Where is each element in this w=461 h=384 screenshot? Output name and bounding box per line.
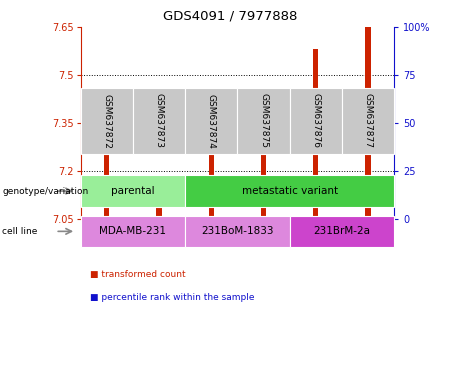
Text: GSM637872: GSM637872 [102,94,111,148]
Text: 231BoM-1833: 231BoM-1833 [201,226,274,237]
Point [207,101,215,107]
Bar [237,88,290,154]
Text: parental: parental [111,186,155,196]
Bar [81,88,133,154]
Bar [261,149,266,219]
Text: ■ transformed count: ■ transformed count [90,270,185,279]
Bar [185,175,394,207]
Bar [313,49,319,219]
Bar [185,216,290,247]
Text: cell line: cell line [2,227,38,236]
Text: 231BrM-2a: 231BrM-2a [313,226,370,237]
Text: GDS4091 / 7977888: GDS4091 / 7977888 [163,10,298,23]
Bar [156,197,162,219]
Bar [290,216,394,247]
Bar [290,88,342,154]
Bar [81,175,185,207]
Bar [209,94,214,219]
Text: genotype/variation: genotype/variation [2,187,89,195]
Text: MDA-MB-231: MDA-MB-231 [100,226,166,237]
Text: GSM637877: GSM637877 [364,93,372,149]
Bar [185,88,237,154]
Bar [342,88,394,154]
Bar [366,27,371,219]
Text: GSM637873: GSM637873 [154,93,164,149]
Text: metastatic variant: metastatic variant [242,186,338,196]
Point [364,104,372,110]
Bar [81,216,185,247]
Text: GSM637876: GSM637876 [311,93,320,149]
Text: GSM637874: GSM637874 [207,94,216,148]
Point [155,113,163,119]
Text: GSM637875: GSM637875 [259,93,268,149]
Point [312,101,319,107]
Bar [133,88,185,154]
Text: ■ percentile rank within the sample: ■ percentile rank within the sample [90,293,254,302]
Point [260,104,267,110]
Bar [104,113,109,219]
Point [103,104,111,110]
